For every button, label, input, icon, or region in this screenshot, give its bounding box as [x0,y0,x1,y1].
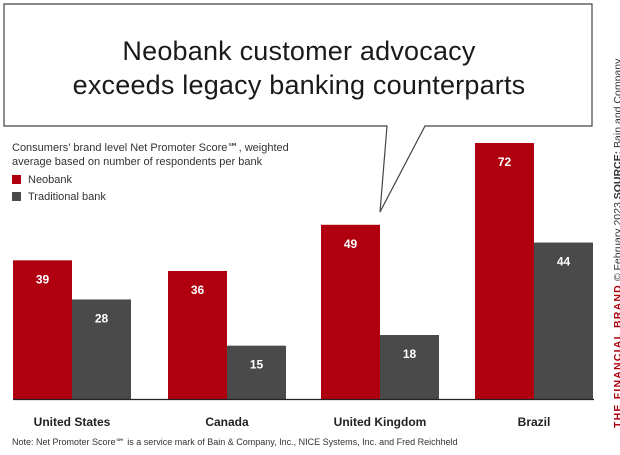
data-label-neobank-united-kingdom: 49 [344,237,358,251]
data-label-traditional-bank-united-states: 28 [95,311,109,325]
data-label-traditional-bank-united-kingdom: 18 [403,347,417,361]
bar-neobank-brazil [475,143,534,399]
legend-item-neobank: Neobank [12,171,106,188]
brand-name: THE FINANCIAL BRAND [612,284,620,428]
category-label: United States [34,415,111,429]
footnote: Note: Net Promoter Score℠ is a service m… [12,437,458,447]
source-text: Bain and Company [612,58,620,148]
legend: Neobank Traditional bank [12,171,106,205]
source-label: SOURCE: [612,150,620,200]
bar-traditional-bank-united-states [72,299,131,399]
category-label: United Kingdom [334,415,427,429]
data-label-traditional-bank-canada: 15 [250,358,264,372]
legend-label-neobank: Neobank [28,173,73,186]
bar-traditional-bank-united-kingdom [380,335,439,399]
headline-line-2: exceeds legacy banking counterparts [72,70,526,100]
chart-subtitle: Consumers’ brand level Net Promoter Scor… [12,141,312,169]
bar-neobank-canada [168,271,227,399]
bar-traditional-bank-brazil [534,242,593,399]
headline: Neobank customer advocacy exceeds legacy… [15,34,583,102]
subtitle-line-1: Consumers’ brand level Net Promoter Scor… [12,142,289,154]
data-label-neobank-united-states: 39 [36,272,50,286]
bar-neobank-united-states [13,260,72,399]
subtitle-line-2: average based on number of respondents p… [12,156,263,168]
legend-item-traditional: Traditional bank [12,188,106,205]
legend-swatch-neobank [12,175,21,184]
bar-traditional-bank-canada [227,345,286,399]
bar-neobank-united-kingdom [321,224,380,399]
legend-label-traditional: Traditional bank [28,190,106,203]
category-label: Brazil [518,415,551,429]
legend-swatch-traditional [12,192,21,201]
copyright-text: © February 2023 [612,202,620,281]
data-label-traditional-bank-brazil: 44 [557,255,571,269]
data-label-neobank-canada: 36 [191,283,205,297]
data-label-neobank-brazil: 72 [498,155,512,169]
category-label: Canada [205,415,249,429]
side-credit: THE FINANCIAL BRAND © February 2023 SOUR… [612,59,620,428]
headline-line-1: Neobank customer advocacy [122,36,476,66]
